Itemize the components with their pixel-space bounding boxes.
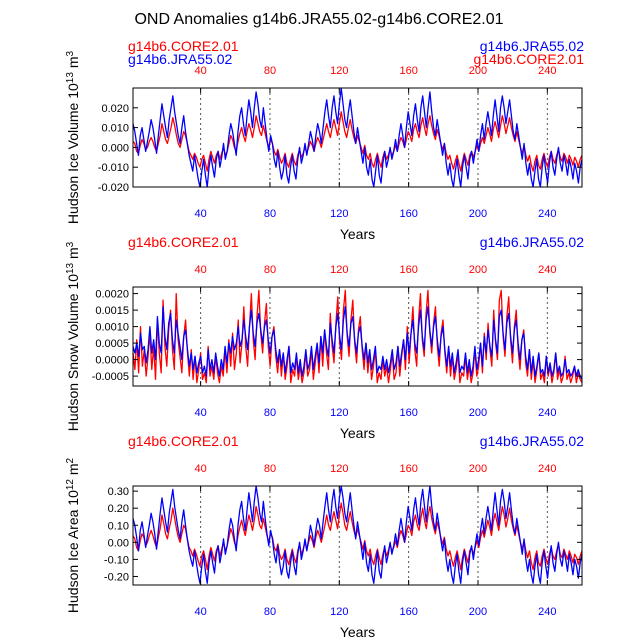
x-tick-label-top: 240: [538, 65, 556, 77]
x-tick-label-top: 40: [194, 65, 206, 77]
series-line-core: [132, 111, 583, 172]
y-tick-label: 0.0015: [95, 305, 129, 317]
label-core-overlap: g14b6.CORE2.01: [473, 51, 584, 67]
panels: 0.020 0.010 0.000 -0.010 -0.020 40 40 80 80 120 12…: [65, 38, 585, 638]
x-tick-label-top: 240: [538, 463, 556, 475]
x-tick-label-top: 40: [194, 264, 206, 276]
x-tick-label-bottom: 240: [538, 606, 556, 618]
x-tick-label-bottom: 240: [538, 208, 556, 220]
y-axis-label-main: Hudson Ice Area 10: [65, 490, 81, 613]
y-tick-label: 0.020: [101, 103, 129, 115]
x-tick-label-top: 240: [538, 264, 556, 276]
x-tick-label-bottom: 160: [399, 407, 417, 419]
label-core: g14b6.CORE2.01: [128, 38, 239, 54]
y-tick-label: -0.010: [98, 162, 129, 174]
x-tick-label-bottom: 160: [399, 208, 417, 220]
x-tick-label-bottom: 200: [469, 407, 487, 419]
plot-frame: [132, 485, 583, 586]
x-tick-label-top: 200: [469, 264, 487, 276]
y-axis-label: Hudson Snow Volume 1013 m3: [65, 241, 82, 431]
x-tick-label-top: 200: [469, 65, 487, 77]
label-jra: g14b6.JRA55.02: [480, 433, 585, 449]
figure-title: OND Anomalies g14b6.JRA55.02-g14b6.CORE2…: [134, 11, 503, 28]
y-tick-label: 0.20: [108, 503, 129, 515]
x-tick-label-bottom: 240: [538, 407, 556, 419]
panel-1: 0.020 0.010 0.000 -0.010 -0.020 40 40 80 80 120 12…: [65, 38, 585, 242]
y-axis-label: Hudson Ice Area 1012 m2: [65, 457, 82, 613]
y-axis-label-exp: 13: [65, 262, 76, 274]
x-tick-label-top: 80: [264, 65, 276, 77]
x-tick-label-bottom: 120: [330, 606, 348, 618]
x-tick-label-top: 80: [264, 264, 276, 276]
series-line-core: [132, 502, 583, 571]
y-axis-label-main: Hudson Ice Volume 10: [65, 83, 81, 224]
y-tick-label: -0.020: [98, 182, 129, 194]
y-axis-label-unit-exp: 3: [65, 241, 76, 247]
x-tick-label-top: 40: [194, 463, 206, 475]
series-line-jra: [132, 306, 583, 380]
x-tick-label-bottom: 120: [330, 407, 348, 419]
y-axis-label: Hudson Ice Volume 1013 m3: [65, 51, 82, 225]
plot-frame: [132, 87, 583, 188]
y-tick-label: 0.0020: [95, 289, 129, 301]
y-tick-label: 0.0010: [95, 322, 129, 334]
y-axis-label-unit: m: [65, 247, 81, 263]
label-jra: g14b6.JRA55.02: [480, 38, 585, 54]
y-axis-label-unit-exp: 3: [65, 51, 76, 57]
y-tick-label: -0.20: [104, 571, 129, 583]
plot-frame: [132, 286, 583, 387]
panel-3: 0.30 0.20 0.10 0.00 -0.10 -0.20 40 40 80 80 120 120…: [65, 433, 585, 638]
x-tick-label-bottom: 80: [264, 407, 276, 419]
x-tick-label-top: 120: [330, 264, 348, 276]
y-tick-label: 0.10: [108, 520, 129, 532]
x-tick-label-bottom: 80: [264, 606, 276, 618]
x-tick-label-top: 160: [399, 65, 417, 77]
y-axis-label-main: Hudson Snow Volume 10: [65, 274, 81, 431]
y-tick-label: 0.010: [101, 123, 129, 135]
y-axis-label-exp: 13: [65, 72, 76, 84]
x-tick-label-bottom: 40: [194, 407, 206, 419]
x-tick-label-top: 160: [399, 264, 417, 276]
x-tick-label-bottom: 40: [194, 208, 206, 220]
x-axis-label: Years: [340, 624, 375, 638]
y-tick-label: 0.00: [108, 537, 129, 549]
x-axis-label: Years: [340, 226, 375, 242]
y-axis-label-exp: 12: [65, 479, 76, 491]
x-tick-label-bottom: 80: [264, 208, 276, 220]
y-tick-label: 0.000: [101, 142, 129, 154]
y-axis-label-unit: m: [65, 463, 81, 479]
label-jra-overlap: g14b6.JRA55.02: [128, 51, 233, 67]
y-tick-label: 0.0005: [95, 338, 129, 350]
y-tick-label: -0.0005: [92, 371, 129, 383]
label-core: g14b6.CORE2.01: [128, 433, 239, 449]
x-tick-label-top: 200: [469, 463, 487, 475]
x-tick-label-bottom: 120: [330, 208, 348, 220]
x-axis-label: Years: [340, 425, 375, 441]
y-axis-label-unit-exp: 2: [65, 457, 76, 463]
x-tick-label-bottom: 40: [194, 606, 206, 618]
x-tick-label-top: 120: [330, 65, 348, 77]
label-jra: g14b6.JRA55.02: [480, 234, 585, 250]
y-axis-label-unit: m: [65, 57, 81, 73]
series-line-jra: [132, 87, 583, 188]
label-core: g14b6.CORE2.01: [128, 234, 239, 250]
y-tick-label: 0.0000: [95, 355, 129, 367]
x-tick-label-bottom: 200: [469, 606, 487, 618]
y-tick-label: 0.30: [108, 486, 129, 498]
x-tick-label-top: 160: [399, 463, 417, 475]
series-line-jra: [132, 485, 583, 584]
panel-2: 0.0020 0.0015 0.0010 0.0005 0.0000 -0.0005 40 4…: [65, 234, 585, 441]
x-tick-label-top: 120: [330, 463, 348, 475]
x-tick-label-top: 80: [264, 463, 276, 475]
x-tick-label-bottom: 200: [469, 208, 487, 220]
x-tick-label-bottom: 160: [399, 606, 417, 618]
y-tick-label: -0.10: [104, 554, 129, 566]
